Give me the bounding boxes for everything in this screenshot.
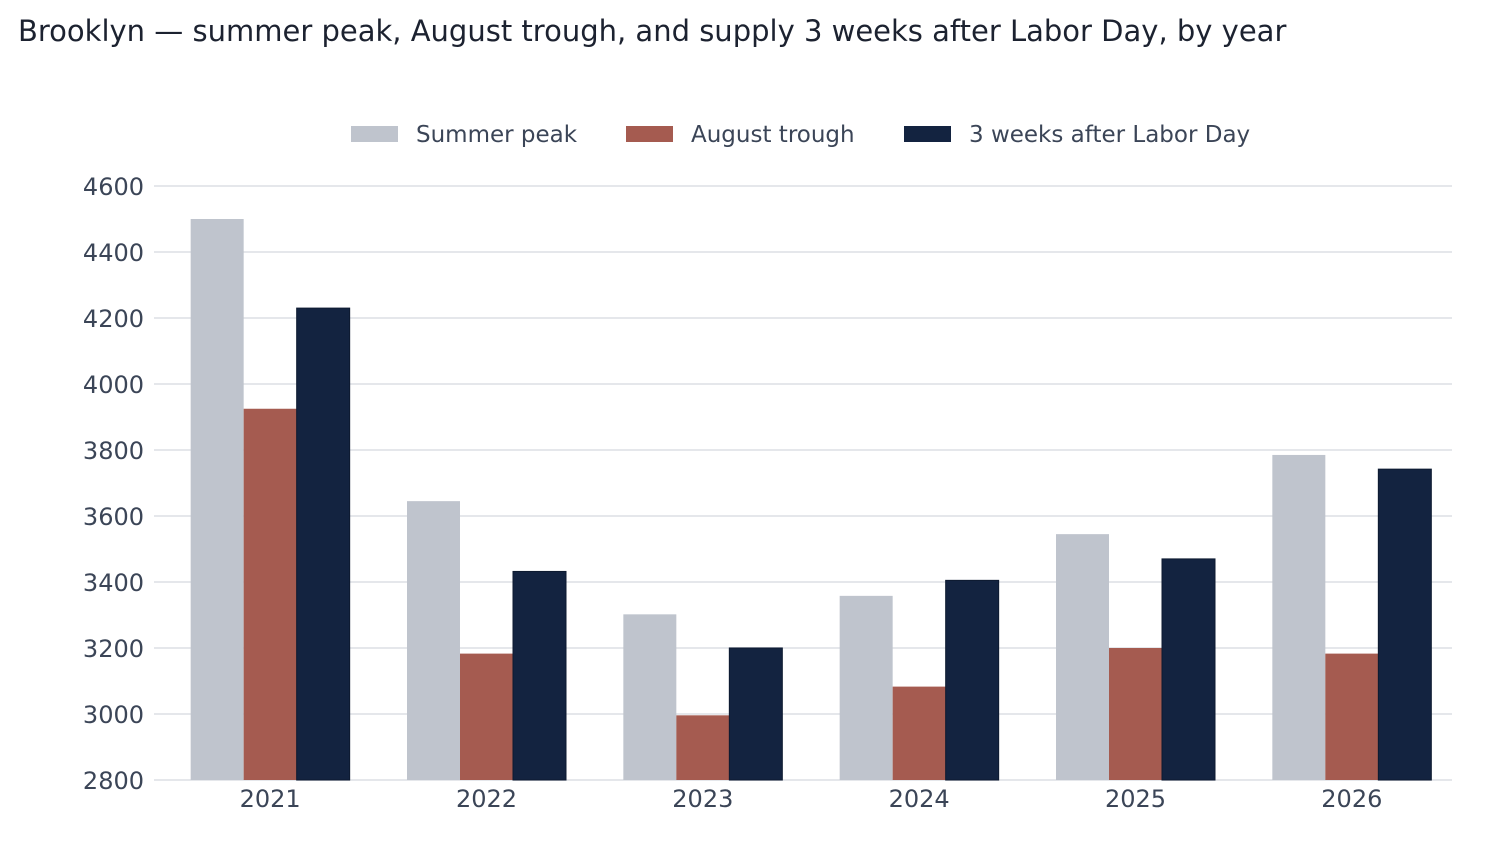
y-tick-label: 4200 xyxy=(83,305,144,333)
x-tick-label: 2025 xyxy=(1105,785,1166,813)
y-tick-label: 4000 xyxy=(83,371,144,399)
bar-3-weeks-after-labor-day-2022 xyxy=(512,570,567,781)
legend-swatch xyxy=(626,126,673,142)
y-tick-label: 3000 xyxy=(83,701,144,729)
bar-3-weeks-after-labor-day-2021 xyxy=(296,307,351,781)
legend: Summer peak August trough 3 weeks after La… xyxy=(351,122,1250,148)
y-tick-label: 3600 xyxy=(83,503,144,531)
bar-august-trough-2026 xyxy=(1325,653,1379,780)
bar-summer-peak-2026 xyxy=(1272,454,1326,780)
bar-3-weeks-after-labor-day-2026 xyxy=(1377,468,1432,781)
y-tick-label: 4600 xyxy=(83,173,144,201)
chart-title: Brooklyn — summer peak, August trough, a… xyxy=(18,14,1287,48)
x-tick-label: 2022 xyxy=(456,785,517,813)
legend-label: 3 weeks after Labor Day xyxy=(969,122,1250,148)
bar-3-weeks-after-labor-day-2023 xyxy=(728,647,783,781)
y-tick-label: 4400 xyxy=(83,239,144,267)
y-tick-label: 3200 xyxy=(83,635,144,663)
legend-swatch xyxy=(351,126,398,142)
y-tick-label: 3800 xyxy=(83,437,144,465)
bar-3-weeks-after-labor-day-2025 xyxy=(1161,558,1216,781)
bar-august-trough-2025 xyxy=(1109,648,1162,780)
y-tick-label: 2800 xyxy=(83,767,144,795)
y-tick-label: 3400 xyxy=(83,569,144,597)
bar-august-trough-2022 xyxy=(460,653,513,780)
grid-layer xyxy=(154,185,1452,781)
bar-summer-peak-2024 xyxy=(839,595,893,780)
x-tick-label: 2023 xyxy=(672,785,733,813)
bars-layer xyxy=(190,219,1432,781)
bar-summer-peak-2025 xyxy=(1056,534,1109,780)
bar-summer-peak-2022 xyxy=(407,501,460,780)
legend-label: Summer peak xyxy=(416,122,578,148)
legend-label: August trough xyxy=(691,122,855,148)
x-axis-tick-labels: 2021 2022 2023 2024 2025 2026 xyxy=(240,785,1383,813)
bar-august-trough-2024 xyxy=(892,686,946,780)
x-tick-label: 2026 xyxy=(1321,785,1382,813)
bar-summer-peak-2023 xyxy=(623,614,677,780)
bar-august-trough-2023 xyxy=(676,715,730,780)
x-tick-label: 2021 xyxy=(240,785,301,813)
bar-summer-peak-2021 xyxy=(190,219,244,780)
bar-august-trough-2021 xyxy=(243,408,297,780)
bar-3-weeks-after-labor-day-2024 xyxy=(945,579,1000,781)
x-tick-label: 2024 xyxy=(889,785,950,813)
legend-swatch xyxy=(904,126,951,142)
y-axis-tick-labels: 2800 3000 3200 3400 3600 3800 4000 4200 4400 4600 xyxy=(83,173,144,795)
